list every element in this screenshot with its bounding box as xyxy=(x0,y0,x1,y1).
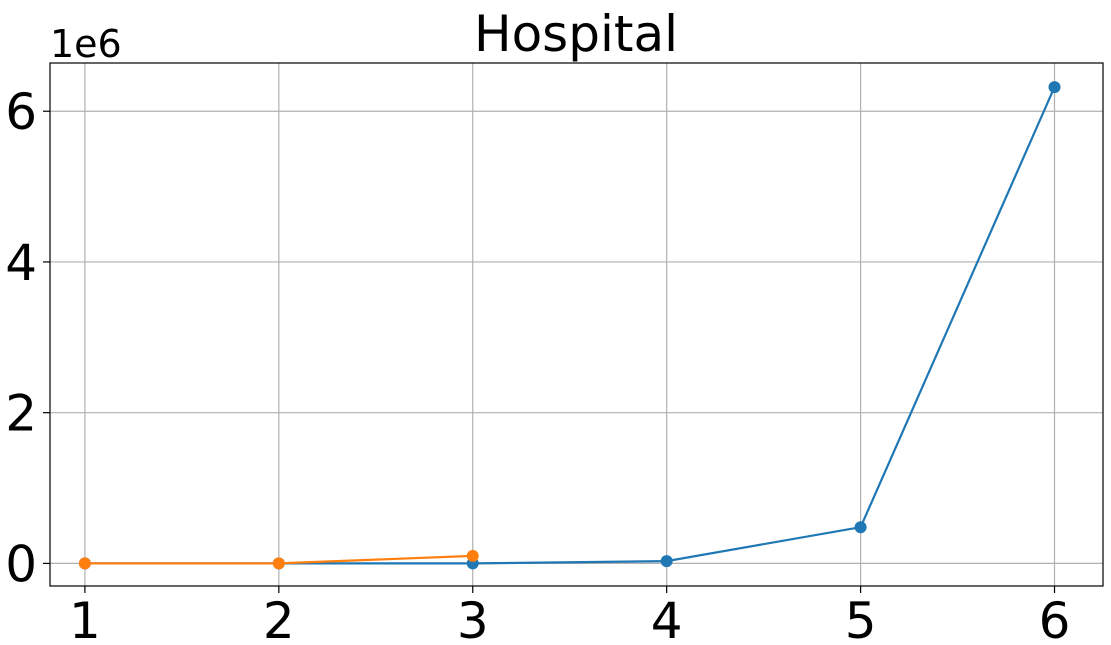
chart-title: Hospital xyxy=(474,5,678,63)
x-tick-label: 2 xyxy=(263,592,295,645)
x-tick-label: 4 xyxy=(651,592,683,645)
y-tick-label: 2 xyxy=(5,385,37,443)
grid xyxy=(50,63,1103,586)
x-tick-label: 6 xyxy=(1039,592,1071,645)
x-tick-label: 3 xyxy=(457,592,489,645)
series-1-point xyxy=(1048,81,1061,94)
x-tick-label: 1 xyxy=(69,592,101,645)
x-tick-label: 5 xyxy=(845,592,877,645)
y-axis-offset-label: 1e6 xyxy=(50,22,122,66)
series-2-point xyxy=(272,557,285,570)
plot-area-frame xyxy=(49,62,1104,587)
y-tick-label: 0 xyxy=(5,535,37,593)
y-tick-label: 6 xyxy=(5,83,37,141)
series-1-point xyxy=(854,521,867,534)
y-tick-label: 4 xyxy=(5,234,37,292)
series-1-point xyxy=(660,555,673,568)
series-layer xyxy=(78,81,1061,570)
tick-layer: 1 2 3 4 5 6 0 2 4 6 xyxy=(5,83,1070,645)
series-2-point xyxy=(466,549,479,562)
series-2-point xyxy=(78,557,91,570)
series-line-1 xyxy=(84,86,1056,565)
